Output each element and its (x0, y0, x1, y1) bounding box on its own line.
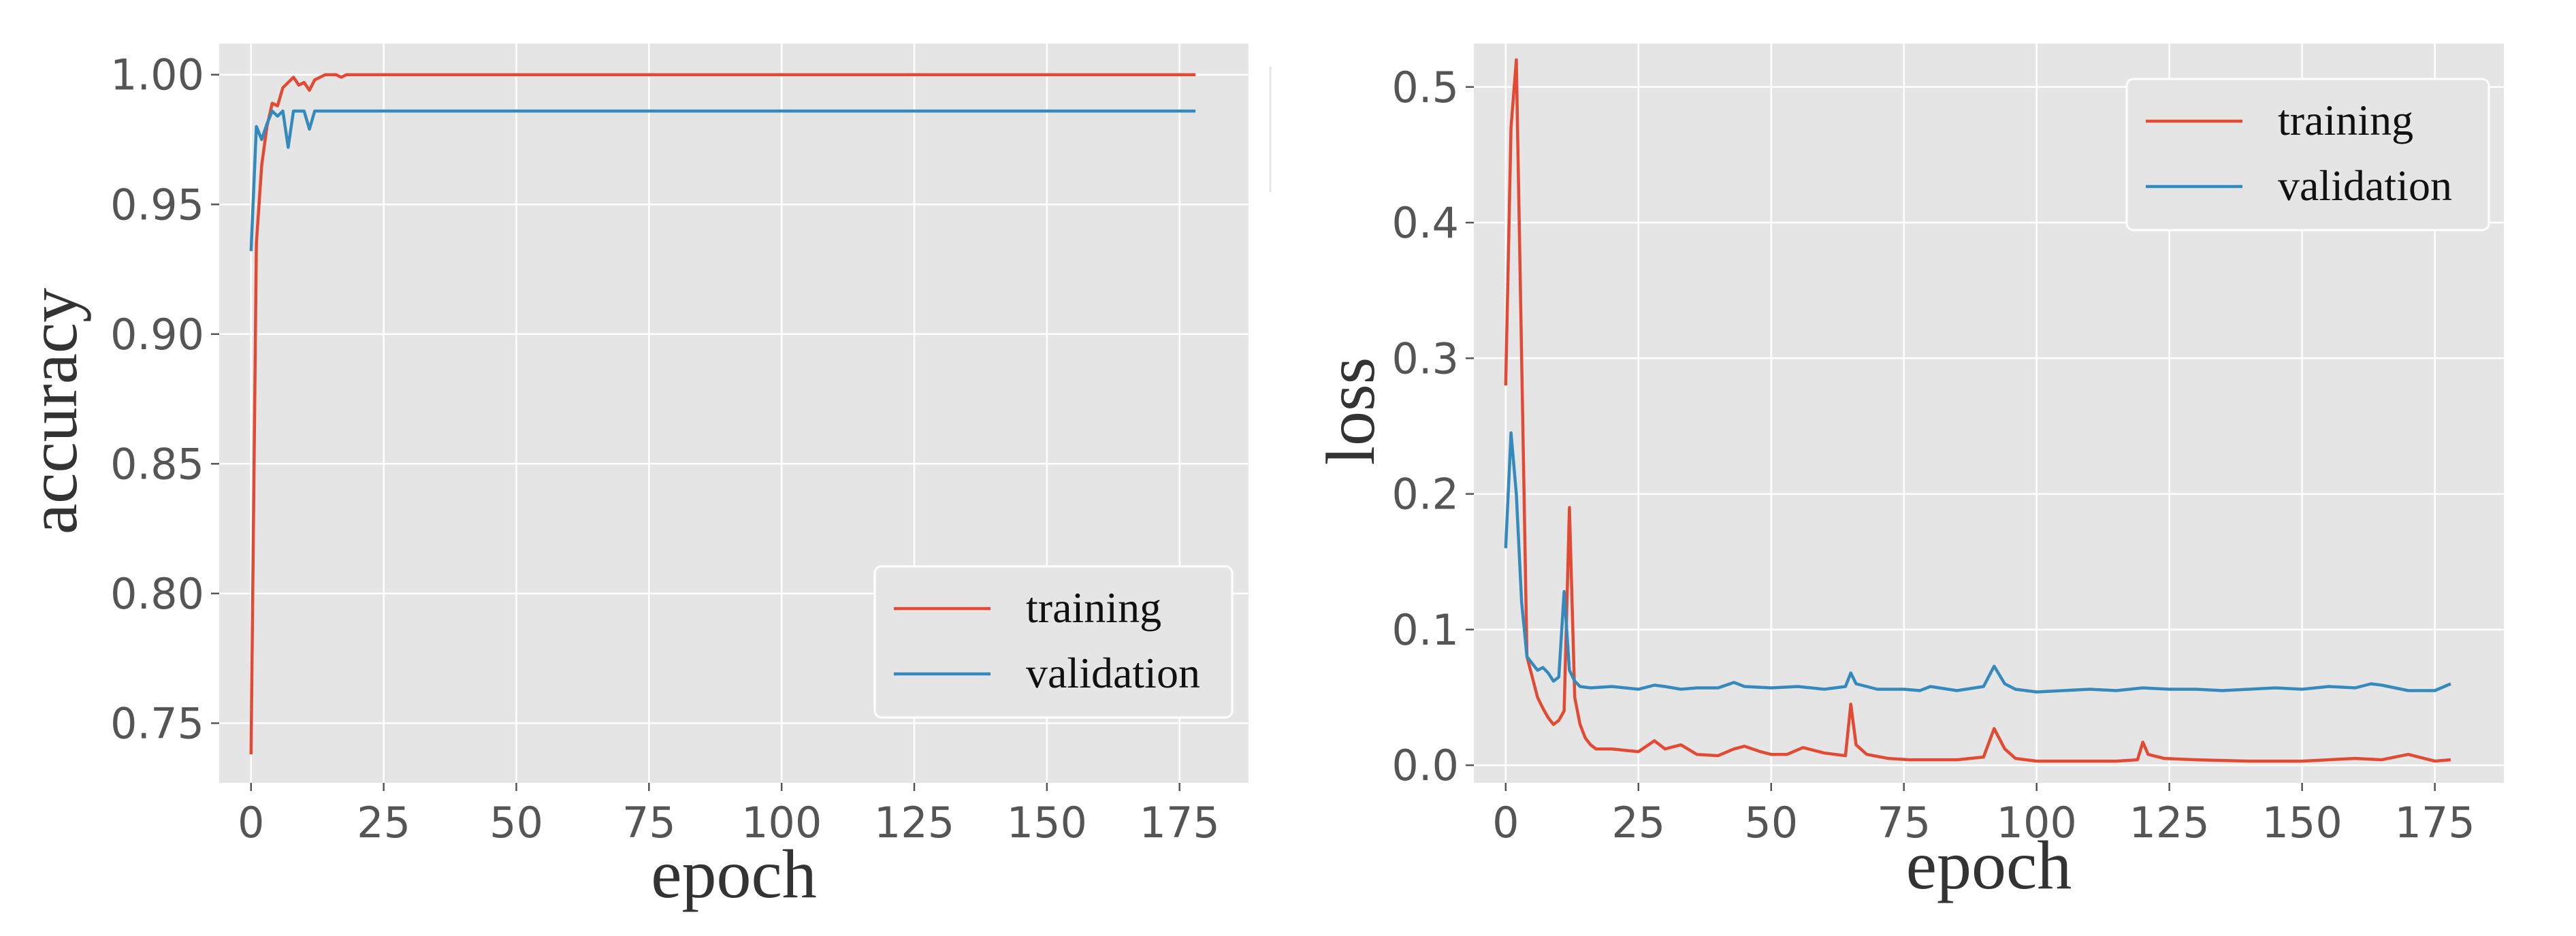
x-tick-label: 50 (1744, 798, 1798, 848)
x-tick-label: 100 (741, 798, 822, 848)
x-axis-label: epoch (651, 836, 817, 913)
legend-box (873, 565, 1234, 719)
y-tick-label: 0.1 (1391, 605, 1459, 655)
x-axis-label: epoch (1906, 827, 2072, 904)
chart-0-accuracy: 0 25 50 75 100 125 150 175 0.75 0.80 0.85 0.90 0.95 1… (15, 44, 1249, 913)
chart-1-loss: 0 25 50 75 100 125 150 175 0.0 0.1 0.2 0.3 0.4 0.5 epo… (1313, 44, 2504, 904)
legend: training validation (2125, 78, 2490, 231)
legend-label-validation: validation (2278, 161, 2452, 210)
y-tick-label: 0.3 (1391, 334, 1459, 383)
y-tick-label: 0.90 (110, 310, 204, 359)
y-tick-label: 1.00 (110, 50, 204, 100)
x-tick-label: 150 (1007, 798, 1087, 848)
y-axis-label: loss (1313, 357, 1389, 466)
x-tick-label: 75 (622, 798, 676, 848)
legend-label-training: training (2278, 96, 2413, 144)
legend: training validation (873, 565, 1234, 719)
y-tick-label: 0.80 (110, 569, 204, 619)
x-tick-label: 0 (238, 798, 264, 848)
x-tick-label: 150 (2261, 798, 2342, 848)
series-line-training (1504, 58, 2451, 763)
x-tick-label: 125 (2129, 798, 2209, 848)
y-tick-label: 0.0 (1391, 741, 1459, 790)
y-tick-label: 0.75 (110, 698, 204, 748)
x-tick-label: 125 (874, 798, 954, 848)
x-tick-label: 0 (1492, 798, 1519, 848)
series-line-validation (249, 109, 1196, 251)
y-axis-label: accuracy (15, 288, 92, 534)
y-tick-label: 0.4 (1391, 198, 1459, 248)
x-tick-label: 50 (489, 798, 543, 848)
legend-label-validation: validation (1026, 649, 1200, 697)
y-tick-label: 0.5 (1391, 63, 1459, 112)
y-tick-label: 0.85 (110, 439, 204, 489)
x-tick-label: 25 (357, 798, 410, 848)
x-tick-label: 75 (1877, 798, 1931, 848)
x-tick-label: 175 (1140, 798, 1220, 848)
x-tick-label: 100 (1997, 798, 2077, 848)
legend-box (2125, 78, 2490, 231)
x-tick-label: 175 (2394, 798, 2475, 848)
legend-label-training: training (1026, 583, 1161, 632)
x-tick-label: 25 (1611, 798, 1665, 848)
y-tick-label: 0.2 (1391, 470, 1459, 519)
series-line-training (249, 73, 1196, 755)
series-line-validation (1504, 431, 2451, 694)
y-tick-label: 0.95 (110, 180, 204, 229)
